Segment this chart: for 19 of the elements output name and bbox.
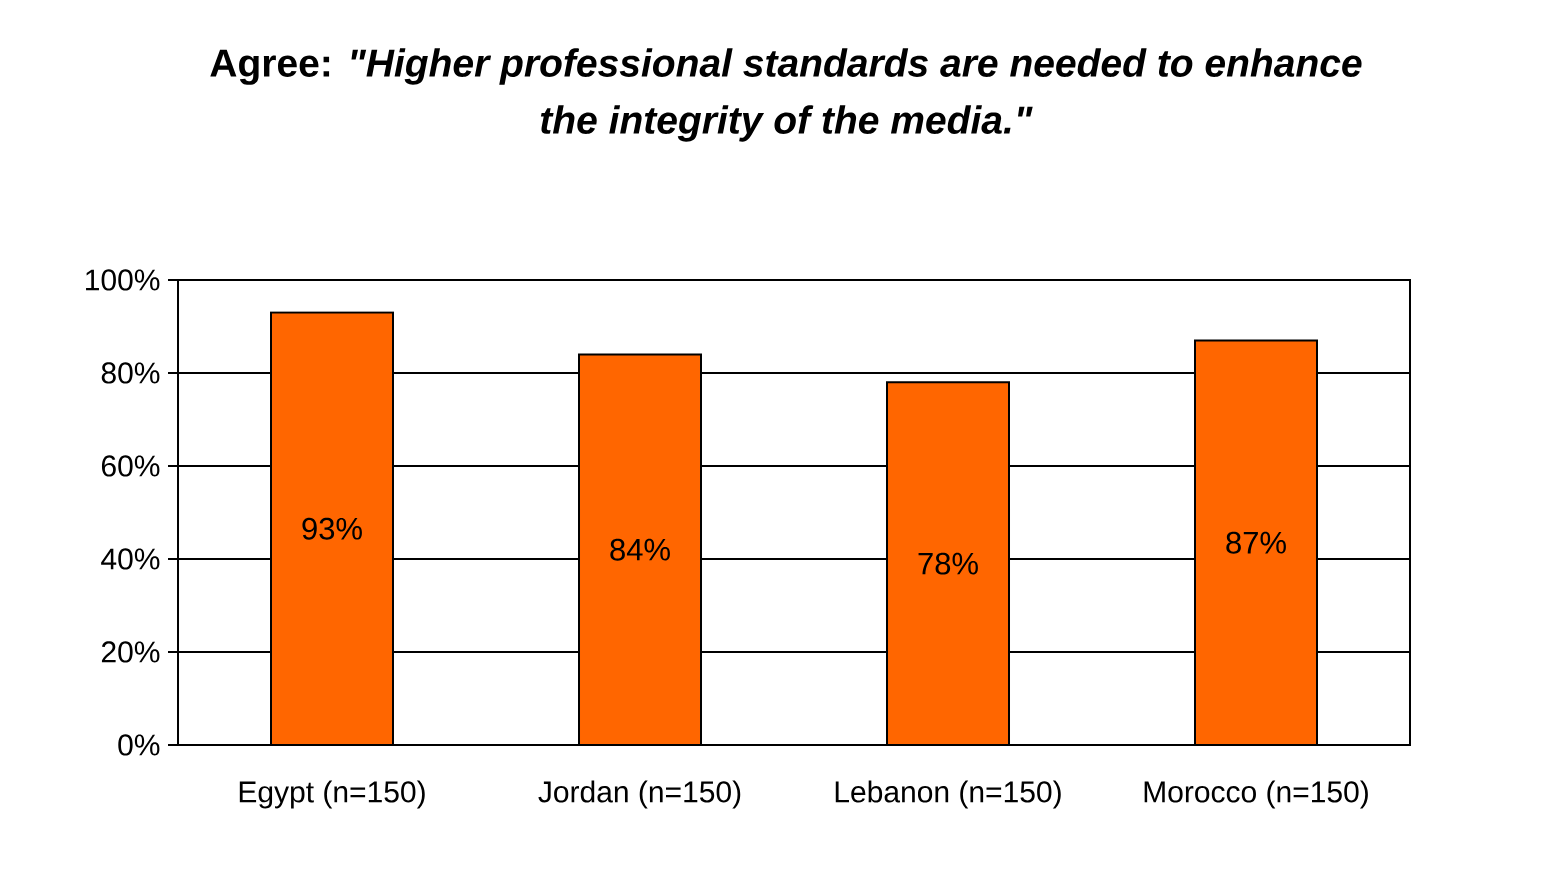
bar xyxy=(578,353,703,745)
y-tick-label: 100% xyxy=(86,269,160,291)
y-tick-label: 80% xyxy=(101,362,160,384)
x-tick-label: Egypt (n=150) xyxy=(239,780,425,809)
y-tick-label: 20% xyxy=(101,641,160,663)
y-tick-label: 40% xyxy=(101,548,160,570)
data-label: 78% xyxy=(918,552,978,575)
x-tick-label: Jordan (n=150) xyxy=(538,780,741,809)
x-tick-label: Lebanon (n=150) xyxy=(835,780,1061,809)
data-label: 84% xyxy=(610,538,670,561)
data-label: 93% xyxy=(302,517,362,540)
data-label: 87% xyxy=(1226,531,1286,554)
chart-title: Agree: "Higher professional standards are needed to enhance the integrity of the media." xyxy=(210,48,1362,142)
bar xyxy=(886,381,1010,745)
x-tick-label: Morocco (n=150) xyxy=(1144,780,1368,809)
y-tick-label: 60% xyxy=(101,455,160,477)
bar xyxy=(270,311,395,745)
y-tick-label: 0% xyxy=(118,734,160,756)
bar xyxy=(1194,339,1318,745)
